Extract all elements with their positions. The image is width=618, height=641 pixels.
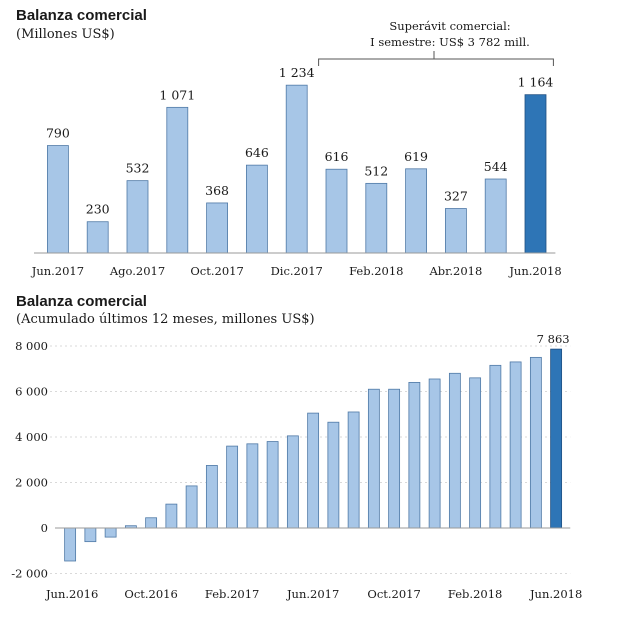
bar-Feb.2018 bbox=[365, 182, 388, 254]
bar-Abr.2018 bbox=[444, 208, 467, 254]
value-label-Feb.2018: 512 bbox=[364, 163, 388, 178]
bar-Jun.2018 bbox=[550, 348, 563, 529]
bar-Jul.2016 bbox=[84, 527, 97, 543]
y-tick-2000: 2 000 bbox=[15, 476, 48, 490]
bar-Nov.2017 bbox=[245, 164, 268, 254]
value-label-Set.2017: 1 071 bbox=[159, 87, 195, 102]
bar-Nov.2016 bbox=[165, 503, 178, 529]
chart2-subtitle: (Acumulado últimos 12 meses, millones US… bbox=[16, 312, 315, 327]
value-label-Mar.2018: 619 bbox=[404, 149, 428, 164]
bar-Jun.2017 bbox=[47, 145, 69, 254]
cumulative-trade-balance-chart: -2 000 0 2 000 4 000 6 000 8 000 7 863 Jun.2016… bbox=[11, 332, 582, 601]
bar-Oct.2017 bbox=[388, 388, 401, 529]
bar-Ene.2018 bbox=[448, 372, 461, 529]
bar-May.2018 bbox=[484, 178, 507, 254]
value-label-Jun.2017: 790 bbox=[46, 126, 70, 141]
x-tick-Abr.2018: Abr.2018 bbox=[428, 264, 482, 278]
bar-Feb.2017 bbox=[226, 445, 239, 529]
value-label-Oct.2017: 368 bbox=[205, 183, 229, 198]
value-label-Ago.2017: 532 bbox=[126, 161, 150, 176]
bar-Dic.2017 bbox=[428, 378, 441, 529]
chart1-subtitle: (Millones US$) bbox=[16, 27, 115, 42]
x-tick-Jun.2017: Jun.2017 bbox=[286, 587, 339, 601]
bar-Ene.2017 bbox=[205, 465, 218, 529]
bar-Mar.2017 bbox=[246, 443, 259, 529]
x-tick-Dic.2017: Dic.2017 bbox=[271, 264, 323, 278]
bar-May.2018 bbox=[529, 356, 542, 529]
bar-Ago.2016 bbox=[104, 527, 117, 538]
value-label-Ene.2018: 616 bbox=[325, 149, 349, 164]
x-tick-Jun.2018: Jun.2018 bbox=[508, 264, 561, 278]
annotation-line2: I semestre: US$ 3 782 mill. bbox=[370, 35, 530, 49]
bar-Dic.2016 bbox=[185, 485, 198, 529]
bar-May.2017 bbox=[286, 435, 299, 529]
bar-Set.2017 bbox=[166, 106, 189, 254]
chart1-title: Balanza comercial bbox=[16, 7, 147, 24]
bar-Set.2017 bbox=[367, 388, 380, 529]
bar-Jun.2018 bbox=[524, 94, 547, 254]
x-tick-Jun.2018: Jun.2018 bbox=[529, 587, 582, 601]
bar-Ago.2017 bbox=[347, 411, 360, 529]
bar-Nov.2017 bbox=[408, 381, 421, 529]
x-tick-Oct.2017: Oct.2017 bbox=[190, 264, 243, 278]
value-label-Jun.2018: 1 164 bbox=[518, 75, 554, 90]
bar-Jun.2016 bbox=[64, 527, 77, 562]
bar-Oct.2016 bbox=[145, 517, 158, 529]
value-label-May.2018: 544 bbox=[484, 159, 508, 174]
monthly-trade-balance-chart: 790 230 532 1 071 368 646 1 234 616 512 619 327 544… bbox=[31, 19, 562, 278]
bar-Mar.2018 bbox=[489, 364, 502, 529]
y-tick-8000: 8 000 bbox=[15, 339, 48, 353]
bar-Jul.2017 bbox=[327, 421, 340, 529]
x-tick-Oct.2016: Oct.2016 bbox=[124, 587, 177, 601]
bar-Mar.2018 bbox=[405, 168, 428, 254]
bar-Abr.2017 bbox=[266, 441, 279, 529]
bar-Ago.2017 bbox=[126, 180, 149, 254]
x-tick-Feb.2018: Feb.2018 bbox=[349, 264, 403, 278]
annotation-line1: Superávit comercial: bbox=[389, 19, 510, 33]
y-tick-6000: 6 000 bbox=[15, 385, 48, 399]
x-tick-Feb.2018: Feb.2018 bbox=[448, 587, 502, 601]
value-label-last: 7 863 bbox=[537, 332, 570, 346]
value-label-Abr.2018: 327 bbox=[444, 189, 468, 204]
value-label-Jul.2017: 230 bbox=[86, 202, 110, 217]
x-tick-Oct.2017: Oct.2017 bbox=[367, 587, 420, 601]
x-tick-Ago.2017: Ago.2017 bbox=[109, 264, 165, 278]
x-tick-Jun.2017: Jun.2017 bbox=[31, 264, 84, 278]
bar-Dic.2017 bbox=[285, 84, 308, 254]
x-tick-Feb.2017: Feb.2017 bbox=[205, 587, 259, 601]
bar-Feb.2018 bbox=[469, 377, 482, 529]
y-tick-4000: 4 000 bbox=[15, 430, 48, 444]
y-tick--2000: -2 000 bbox=[11, 567, 48, 581]
annotation-bracket bbox=[318, 51, 554, 66]
bar-Jun.2017 bbox=[307, 412, 320, 529]
bar-Jul.2017 bbox=[86, 221, 109, 254]
y-tick-0: 0 bbox=[41, 521, 48, 535]
chart2-title: Balanza comercial bbox=[16, 293, 147, 310]
bar-Oct.2017 bbox=[206, 202, 229, 254]
value-label-Dic.2017: 1 234 bbox=[279, 65, 315, 80]
value-label-Nov.2017: 646 bbox=[245, 145, 269, 160]
x-tick-Jun.2016: Jun.2016 bbox=[45, 587, 98, 601]
bar-Abr.2018 bbox=[509, 361, 522, 529]
bar-Ene.2018 bbox=[325, 168, 348, 254]
